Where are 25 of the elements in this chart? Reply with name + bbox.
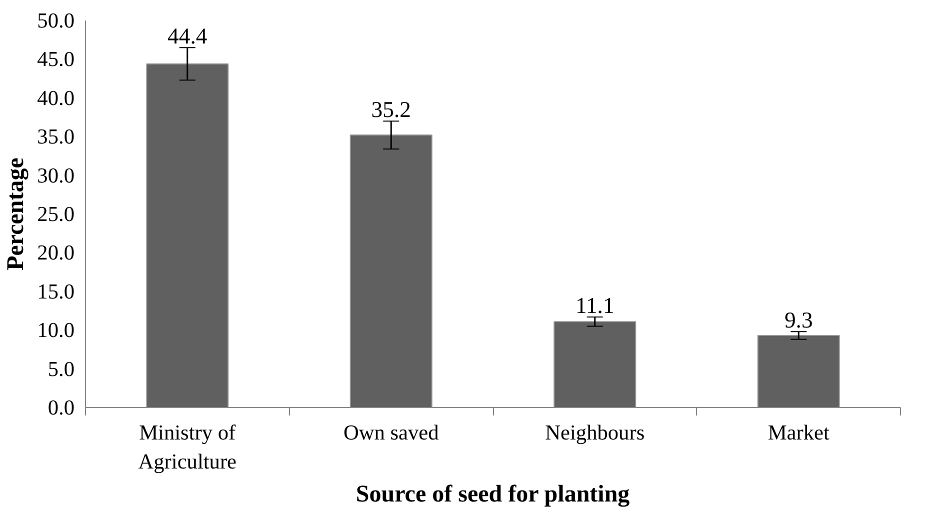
y-tick-label: 35.0 (37, 124, 75, 149)
y-tick-label: 0.0 (48, 396, 75, 420)
y-tick-label: 10.0 (37, 318, 75, 342)
data-label: 35.2 (371, 97, 411, 122)
y-tick-label: 45.0 (37, 47, 75, 72)
y-tick-label: 25.0 (37, 202, 75, 226)
bar (146, 63, 229, 408)
y-tick-label: 40.0 (37, 86, 75, 110)
bar (350, 134, 432, 408)
bar (757, 335, 840, 408)
data-label: 44.4 (168, 24, 208, 49)
y-tick-label: 15.0 (37, 279, 75, 304)
data-label: 11.1 (575, 292, 614, 318)
x-tick-label: Ministry of Agriculture (138, 420, 237, 474)
y-tick-label: 5.0 (48, 356, 75, 381)
x-tick-label: Own saved (343, 420, 440, 444)
data-label: 9.3 (784, 308, 813, 333)
x-axis-title: Source of seed for planting (356, 481, 630, 508)
y-tick-label: 50.0 (37, 8, 75, 32)
bar (554, 321, 636, 408)
y-tick-label: 20.0 (37, 240, 75, 265)
y-axis-title: Percentage (3, 157, 30, 270)
x-tick-label: Market (768, 420, 830, 444)
x-tick-label: Neighbours (545, 420, 645, 444)
y-tick-label: 30.0 (37, 163, 75, 188)
